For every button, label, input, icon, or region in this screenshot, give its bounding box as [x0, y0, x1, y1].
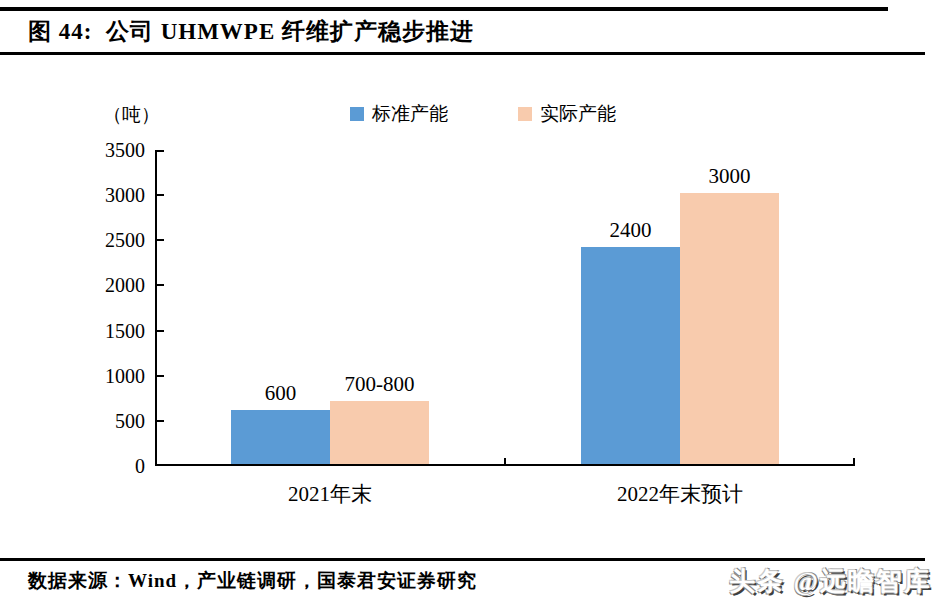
y-axis-tick: [157, 420, 164, 422]
y-axis-tick-label: 0: [75, 455, 145, 477]
title-underline: [0, 52, 925, 55]
legend-swatch-actual: [518, 107, 532, 121]
y-axis-tick: [157, 150, 164, 152]
watermark: 头条 @远瞻智库: [729, 564, 932, 599]
bar-standard: [231, 410, 330, 464]
y-axis-tick: [157, 464, 164, 466]
category-label: 2022年末预计: [550, 480, 810, 508]
y-axis-tick-label: 2500: [75, 229, 145, 251]
y-axis-tick: [157, 194, 164, 196]
x-axis-line: [155, 464, 855, 466]
plot-area: 0500100015002000250030003500600700-80020…: [155, 150, 855, 466]
y-axis-line: [155, 150, 157, 466]
top-rule: [0, 7, 888, 11]
legend-label-actual: 实际产能: [540, 101, 616, 127]
x-axis-tick: [504, 458, 506, 464]
y-axis-tick: [157, 284, 164, 286]
bar-data-label: 3000: [640, 165, 819, 187]
y-axis-tick-label: 1000: [75, 365, 145, 387]
footer-rule: [0, 558, 925, 561]
bar-actual: [330, 401, 429, 464]
figure-title: 图 44: 公司 UHMWPE 纤维扩产稳步推进: [28, 16, 474, 47]
legend-label-standard: 标准产能: [372, 101, 448, 127]
legend-item-standard: 标准产能: [350, 101, 448, 127]
category-label: 2021年末: [200, 480, 460, 508]
bar-standard: [581, 247, 680, 464]
y-axis-tick-label: 3500: [75, 139, 145, 161]
y-axis-tick-label: 500: [75, 410, 145, 432]
figure-page: 图 44: 公司 UHMWPE 纤维扩产稳步推进 （吨） 标准产能 实际产能 0…: [0, 0, 937, 612]
y-axis-tick-label: 2000: [75, 274, 145, 296]
y-axis-unit-label: （吨）: [103, 102, 160, 128]
y-axis-tick-label: 3000: [75, 184, 145, 206]
y-axis-tick: [157, 375, 164, 377]
y-axis-tick: [157, 330, 164, 332]
chart-legend: 标准产能 实际产能: [350, 101, 616, 127]
x-axis-tick: [853, 458, 855, 464]
data-source: 数据来源：Wind，产业链调研，国泰君安证券研究: [28, 568, 477, 594]
y-axis-tick-label: 1500: [75, 320, 145, 342]
y-axis-tick: [157, 239, 164, 241]
bar-actual: [680, 193, 779, 464]
legend-swatch-standard: [350, 107, 364, 121]
bar-data-label: 700-800: [290, 373, 469, 395]
legend-item-actual: 实际产能: [518, 101, 616, 127]
